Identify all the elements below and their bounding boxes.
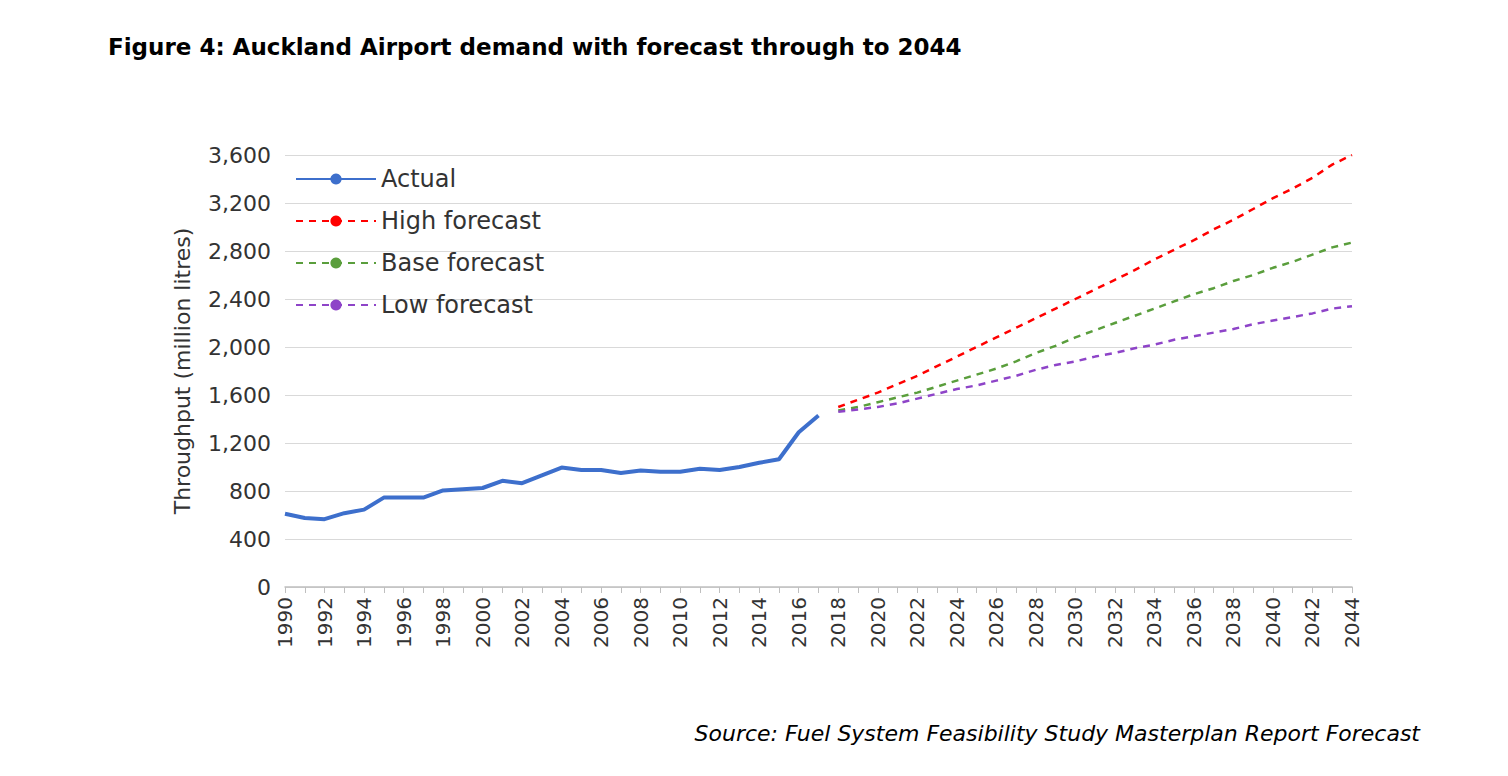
- svg-text:2,800: 2,800: [208, 239, 271, 264]
- svg-text:1994: 1994: [352, 597, 376, 648]
- svg-text:2018: 2018: [826, 597, 850, 648]
- svg-text:2016: 2016: [787, 597, 811, 648]
- svg-text:2026: 2026: [984, 597, 1008, 648]
- svg-text:2042: 2042: [1300, 597, 1324, 648]
- svg-text:2,000: 2,000: [208, 335, 271, 360]
- svg-text:2014: 2014: [747, 597, 771, 648]
- svg-text:2008: 2008: [629, 597, 653, 648]
- svg-text:Figure 4: Auckland Airport dem: Figure 4: Auckland Airport demand with f…: [108, 34, 962, 60]
- svg-text:1992: 1992: [313, 597, 337, 648]
- svg-text:3,200: 3,200: [208, 191, 271, 216]
- svg-text:1990: 1990: [273, 597, 297, 648]
- svg-text:High forecast: High forecast: [381, 207, 541, 235]
- svg-text:800: 800: [229, 479, 271, 504]
- svg-text:2000: 2000: [471, 597, 495, 648]
- svg-text:2030: 2030: [1063, 597, 1087, 648]
- svg-text:3,600: 3,600: [208, 143, 271, 168]
- svg-text:2028: 2028: [1024, 597, 1048, 648]
- svg-text:2038: 2038: [1221, 597, 1245, 648]
- svg-text:2012: 2012: [708, 597, 732, 648]
- svg-text:0: 0: [257, 575, 271, 600]
- svg-text:Source: Fuel System Feasibilit: Source: Fuel System Feasibility Study Ma…: [695, 721, 1422, 746]
- svg-text:2036: 2036: [1182, 597, 1206, 648]
- svg-text:2010: 2010: [668, 597, 692, 648]
- svg-text:Throughput (million litres): Throughput (million litres): [170, 228, 195, 516]
- svg-text:2040: 2040: [1261, 597, 1285, 648]
- svg-text:Actual: Actual: [381, 165, 456, 193]
- svg-text:1,600: 1,600: [208, 383, 271, 408]
- svg-text:2,400: 2,400: [208, 287, 271, 312]
- svg-text:2022: 2022: [905, 597, 929, 648]
- svg-text:2032: 2032: [1103, 597, 1127, 648]
- svg-text:Base forecast: Base forecast: [381, 249, 544, 277]
- svg-text:2024: 2024: [945, 597, 969, 648]
- svg-text:1,200: 1,200: [208, 431, 271, 456]
- svg-text:2002: 2002: [510, 597, 534, 648]
- svg-text:400: 400: [229, 527, 271, 552]
- svg-text:1996: 1996: [392, 597, 416, 648]
- svg-text:1998: 1998: [431, 597, 455, 648]
- svg-text:2044: 2044: [1340, 597, 1364, 648]
- svg-text:2006: 2006: [589, 597, 613, 648]
- svg-text:2034: 2034: [1142, 597, 1166, 648]
- svg-text:2004: 2004: [550, 597, 574, 648]
- svg-text:Low forecast: Low forecast: [381, 291, 533, 319]
- svg-text:2020: 2020: [866, 597, 890, 648]
